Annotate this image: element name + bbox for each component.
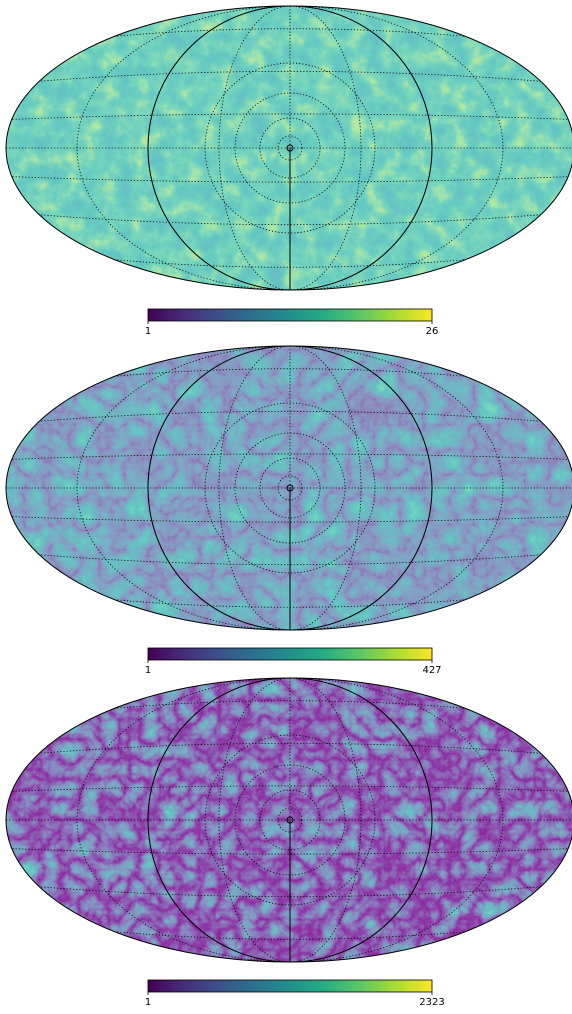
map-texture [6, 678, 572, 962]
graticule [234, 764, 346, 876]
sky-map [6, 678, 572, 962]
map-outline [5, 5, 572, 291]
graticule [277, 135, 303, 161]
map-texture [6, 6, 572, 290]
colorbar-tick-label: 427 [422, 665, 441, 676]
graticule [6, 551, 572, 566]
colorbar-tick-label: 2323 [419, 997, 444, 1008]
colorbar-tick-label: 1 [145, 326, 151, 337]
colorbar [147, 308, 433, 322]
pole-marker [286, 484, 294, 492]
meridian-circle [147, 346, 433, 630]
pole-marker [286, 816, 294, 824]
graticule [218, 346, 362, 630]
graticule [6, 742, 572, 757]
colorbar-tick-label: 1 [145, 997, 151, 1008]
map-outline [5, 677, 572, 963]
meridian-circle [147, 678, 433, 962]
graticule [234, 92, 346, 204]
map-texture [6, 346, 572, 630]
colorbar-tick-label: 26 [426, 326, 439, 337]
sky-map [6, 346, 572, 630]
sky-map [6, 6, 572, 290]
colorbar [147, 647, 433, 661]
graticule [218, 6, 362, 290]
colorbar [147, 979, 433, 993]
graticule [6, 70, 572, 85]
graticule [277, 475, 303, 501]
map-outline [5, 345, 572, 631]
pole-marker [286, 144, 294, 152]
graticule [6, 883, 572, 898]
graticule [6, 410, 572, 425]
graticule [218, 678, 362, 962]
graticule [234, 432, 346, 544]
colorbar-tick-label: 1 [145, 665, 151, 676]
graticule [6, 211, 572, 226]
meridian-circle [147, 6, 433, 290]
graticule [277, 807, 303, 833]
